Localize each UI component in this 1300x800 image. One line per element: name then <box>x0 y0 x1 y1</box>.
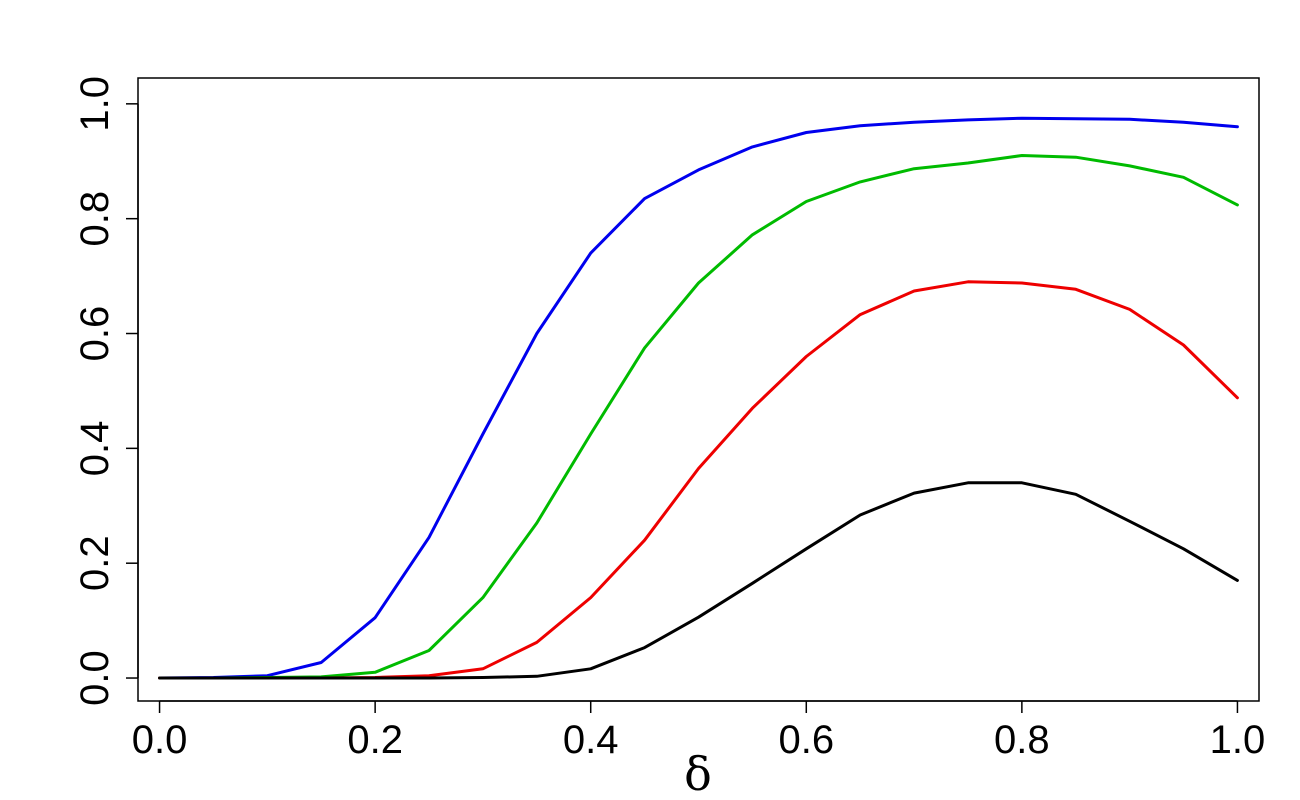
y-tick-label: 0.8 <box>73 191 117 247</box>
x-axis: 0.0 0.2 0.4 0.6 0.8 1.0 <box>132 700 1266 762</box>
y-tick-label: 0.4 <box>73 421 117 477</box>
series-layer <box>158 116 1239 680</box>
y-tick-label: 0.2 <box>73 535 117 591</box>
y-tick-label: 0.0 <box>73 650 117 706</box>
x-tick-label: 0.0 <box>132 718 188 762</box>
x-tick-label: 1.0 <box>1210 718 1266 762</box>
x-axis-title: δ <box>684 747 712 800</box>
x-tick-label: 0.4 <box>563 718 619 762</box>
x-tick-label: 0.8 <box>994 718 1050 762</box>
y-axis: 0.0 0.2 0.4 0.6 0.8 1.0 <box>73 76 139 706</box>
series-line-1 <box>158 116 1239 680</box>
y-tick-label: 1.0 <box>73 76 117 132</box>
y-tick-label: 0.6 <box>73 306 117 362</box>
series-line-2 <box>158 154 1239 680</box>
x-tick-label: 0.2 <box>347 718 403 762</box>
series-line-4 <box>158 481 1239 680</box>
x-tick-label: 0.6 <box>778 718 834 762</box>
